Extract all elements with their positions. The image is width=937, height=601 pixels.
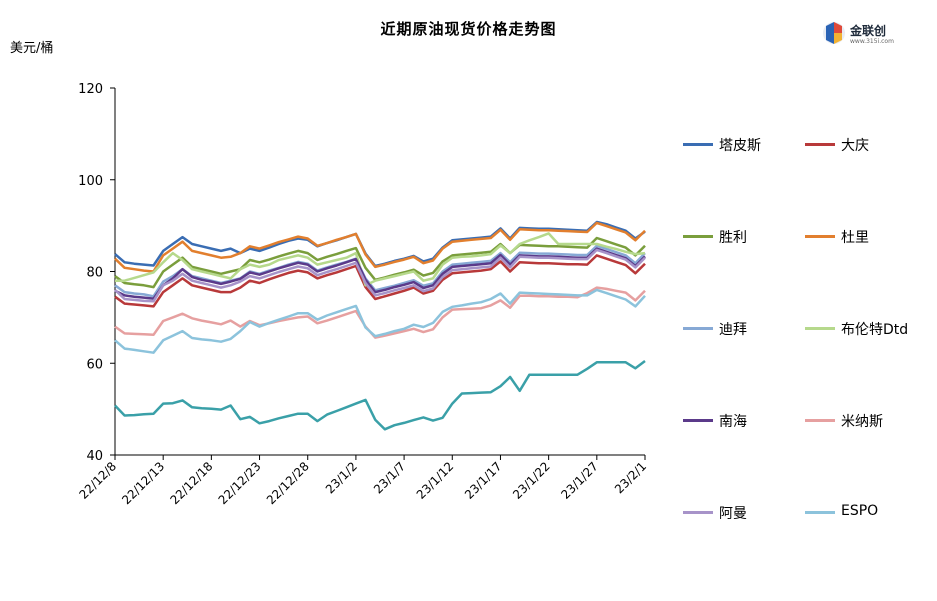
legend-swatch <box>805 143 835 146</box>
series-line-ESPO <box>114 288 646 354</box>
series-line-南海 <box>114 247 646 300</box>
y-tick-label: 120 <box>78 82 103 97</box>
chart-title: 近期原油现货价格走势图 <box>380 20 557 38</box>
brand-logo <box>820 18 900 48</box>
series-line-unlabeled <box>114 360 646 431</box>
legend-swatch <box>683 327 713 330</box>
logo-mark-icon <box>823 22 845 44</box>
y-tick-label: 40 <box>86 449 103 464</box>
y-tick-label: 80 <box>86 266 103 281</box>
legend-swatch <box>805 419 835 422</box>
x-tick-label: 23/1/12 <box>414 459 457 502</box>
series-line-布伦特Dtd <box>115 232 646 287</box>
x-tick-label: 23/1/2 <box>323 459 360 496</box>
legend-label: 南海 <box>719 414 747 430</box>
legend-swatch <box>683 143 713 146</box>
legend-swatch <box>805 327 835 330</box>
legend-swatch <box>683 235 713 238</box>
x-tick-label: 23/1/17 <box>462 459 505 502</box>
y-tick-label: 60 <box>86 357 103 372</box>
legend-label: 杜里 <box>841 230 869 246</box>
legend-label: 阿曼 <box>719 506 747 522</box>
x-tick-label: 23/1/7 <box>371 459 408 496</box>
x-tick-label: 23/1/22 <box>510 459 553 502</box>
legend-label: 布伦特Dtd <box>841 322 909 338</box>
series-line-迪拜 <box>114 244 646 298</box>
x-tick-label: 22/12/8 <box>77 459 120 502</box>
legend-swatch <box>683 419 713 422</box>
series-line-杜里 <box>114 221 646 273</box>
series-line-大庆 <box>114 254 646 308</box>
y-axis-unit-label: 美元/桶 <box>10 41 54 56</box>
logo-text: 金联创 <box>850 24 887 38</box>
x-tick-label: 22/12/18 <box>167 459 215 507</box>
series-line-阿曼 <box>114 248 646 303</box>
legend-label: 胜利 <box>719 230 747 246</box>
x-tick-label: 22/12/28 <box>264 459 312 507</box>
x-tick-label: 23/2/1 <box>612 459 649 496</box>
x-tick-label: 23/1/27 <box>558 459 601 502</box>
legend-swatch <box>805 235 835 238</box>
legend-label: 大庆 <box>841 138 869 154</box>
x-tick-label: 22/12/23 <box>216 459 264 507</box>
x-tick-label: 22/12/13 <box>119 459 167 507</box>
legend-label: 塔皮斯 <box>719 138 761 154</box>
legend-swatch <box>683 511 713 514</box>
series-line-米纳斯 <box>114 286 646 339</box>
legend-label: 迪拜 <box>719 322 747 338</box>
legend-label: ESPO <box>841 503 879 519</box>
legend-swatch <box>805 511 835 514</box>
y-tick-label: 100 <box>78 174 103 189</box>
legend-label: 米纳斯 <box>841 414 883 430</box>
logo-subtext: www.315i.com <box>850 38 894 45</box>
